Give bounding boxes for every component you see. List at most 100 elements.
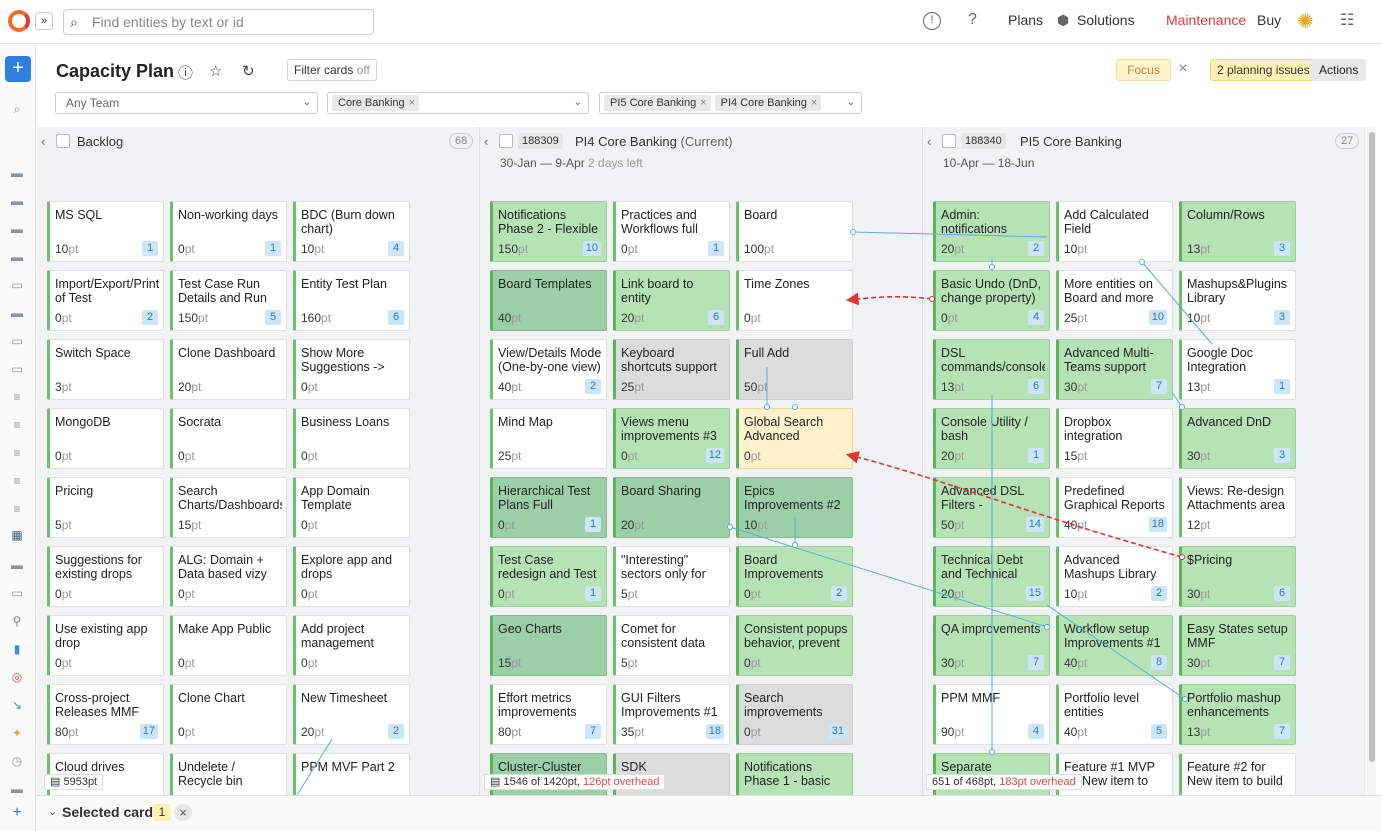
feature-card[interactable]: Show More Suggestions -> Sub 0pt — [293, 339, 410, 400]
add-entity-button[interactable]: + — [5, 56, 31, 82]
feature-card[interactable]: Undelete / Recycle bin — [170, 753, 287, 795]
buy-link[interactable]: Buy — [1257, 12, 1282, 28]
feature-card[interactable]: Explore app and drops 0pt — [293, 546, 410, 607]
clock-icon[interactable]: ◷ — [11, 754, 23, 768]
info-icon[interactable]: ⓘ — [178, 65, 194, 82]
focus-button[interactable]: Focus — [1116, 59, 1171, 81]
planning-issues-badge[interactable]: 2 planning issues — [1210, 59, 1317, 81]
feature-card[interactable]: Cross-project Releases MMF 80pt 17 — [47, 684, 164, 745]
feature-card[interactable]: Full Add 50pt — [736, 339, 853, 400]
list-icon[interactable]: ≡ — [13, 446, 21, 460]
feature-card[interactable]: Search Charts/Dashboards 15pt — [170, 477, 287, 538]
feature-card[interactable]: Notifications Phase 2 - Flexible setting… — [490, 201, 607, 262]
feature-card[interactable]: Advanced Mashups Library 10pt 2 — [1056, 546, 1173, 607]
feature-card[interactable]: QA improvements 30pt 7 — [933, 615, 1050, 676]
feature-card[interactable]: Make App Public 0pt — [170, 615, 287, 676]
collapse-column-icon[interactable]: ‹ — [927, 134, 932, 149]
feature-card[interactable]: Time Zones 0pt — [736, 270, 853, 331]
release-id[interactable]: 188340 — [961, 133, 1006, 149]
star-icon[interactable]: ☆ — [209, 63, 223, 80]
folder-icon[interactable]: ▬ — [11, 306, 23, 320]
project-tag[interactable]: Core Banking × — [332, 95, 420, 111]
add-icon[interactable]: + — [12, 804, 22, 821]
target-icon[interactable]: ◎ — [11, 670, 23, 684]
project-select[interactable]: Core Banking × ⌄ — [327, 92, 589, 114]
folder-open-icon[interactable]: ▭ — [11, 278, 23, 292]
feature-card[interactable]: Practices and Workflows full 0pt 1 — [613, 201, 730, 262]
feature-card[interactable]: Import/Export/Print of Test Steps/Cases 0… — [47, 270, 164, 331]
feature-card[interactable]: Board Templates 40pt — [490, 270, 607, 331]
link-endpoint[interactable] — [989, 264, 995, 270]
feature-card[interactable]: PPM MVF Part 2 — [293, 753, 410, 795]
settings-sliders-icon[interactable]: ☷ — [1340, 12, 1355, 29]
release-tag[interactable]: PI5 Core Banking × — [604, 95, 711, 111]
feature-card[interactable]: Portfolio mashup enhancements 13pt 7 — [1179, 684, 1296, 745]
feature-card[interactable]: Switch Space 3pt — [47, 339, 164, 400]
feature-card[interactable]: Suggestions for existing drops 0pt — [47, 546, 164, 607]
feature-card[interactable]: Google Doc Integration 13pt 1 — [1179, 339, 1296, 400]
clock-icon[interactable]: ! — [923, 12, 941, 30]
list-icon[interactable]: ≡ — [13, 474, 21, 488]
folder-open-icon[interactable]: ▭ — [11, 334, 23, 348]
feature-card[interactable]: Add Calculated Field 10pt — [1056, 201, 1173, 262]
feature-card[interactable]: Feature #2 for New item to build — [1179, 753, 1296, 795]
feature-card[interactable]: Consistent popups behavior, prevent 0pt — [736, 615, 853, 676]
list-indent-icon[interactable]: ≡ — [13, 418, 21, 432]
feature-card[interactable]: Test Case Run Details and Run 150pt 5 — [170, 270, 287, 331]
feature-card[interactable]: Advanced Multi-Teams support 30pt 7 — [1056, 339, 1173, 400]
list-icon[interactable]: ≡ — [13, 502, 21, 516]
feature-card[interactable]: Board Improvements 0pt 2 — [736, 546, 853, 607]
help-icon[interactable]: ? — [968, 11, 977, 28]
folder-icon[interactable]: ▬ — [11, 194, 23, 208]
board-icon[interactable]: ▦ — [11, 528, 23, 542]
feature-card[interactable]: Portfolio level entities 40pt 5 — [1056, 684, 1173, 745]
release-id[interactable]: 188309 — [518, 133, 563, 149]
feature-card[interactable]: Board Sharing 20pt — [613, 477, 730, 538]
feature-card[interactable]: Search improvements 0pt 31 — [736, 684, 853, 745]
feature-card[interactable]: PPM MMF 90pt 4 — [933, 684, 1050, 745]
feature-card[interactable]: Mind Map 25pt — [490, 408, 607, 469]
solutions-link[interactable]: Solutions — [1077, 12, 1135, 28]
feature-card[interactable]: App Domain Template 0pt — [293, 477, 410, 538]
feature-card[interactable]: Basic Undo (DnD, change property) 0pt 4 — [933, 270, 1050, 331]
app-logo-icon[interactable] — [8, 10, 30, 32]
feature-card[interactable]: Non-working days 0pt 1 — [170, 201, 287, 262]
plans-link[interactable]: Plans — [1008, 12, 1044, 28]
lightbulb-icon[interactable]: ✦ — [11, 726, 23, 740]
feature-card[interactable]: Advanced DSL Filters - 50pt 14 — [933, 477, 1050, 538]
folder-open-icon[interactable]: ▭ — [11, 586, 23, 600]
feature-card[interactable]: Workflow setup Improvements #1 40pt 8 — [1056, 615, 1173, 676]
folder-open-icon[interactable]: ▭ — [11, 362, 23, 376]
feature-card[interactable]: Clone Dashboard 20pt — [170, 339, 287, 400]
scrollbar-thumb[interactable] — [1369, 132, 1375, 762]
release-select[interactable]: PI5 Core Banking × PI4 Core Banking × ⌄ — [599, 92, 862, 114]
feature-card[interactable]: Socrata 0pt — [170, 408, 287, 469]
team-select[interactable]: Any Team ⌄ — [55, 92, 318, 114]
feature-card[interactable]: Dropbox integration 15pt — [1056, 408, 1173, 469]
feature-card[interactable]: More entities on Board and more 25pt 10 — [1056, 270, 1173, 331]
feature-card[interactable]: Use existing app drop 0pt — [47, 615, 164, 676]
maintenance-link[interactable]: Maintenance — [1166, 12, 1247, 28]
clear-selection-icon[interactable]: × — [174, 804, 192, 821]
feature-card[interactable]: Advanced DnD 30pt 3 — [1179, 408, 1296, 469]
user-avatar-icon[interactable]: ✺ — [1297, 11, 1314, 33]
feature-card[interactable]: Pricing 5pt — [47, 477, 164, 538]
feature-card[interactable]: GUI Filters Improvements #1 35pt 18 — [613, 684, 730, 745]
remove-tag-icon[interactable]: × — [700, 97, 707, 109]
feature-card[interactable]: Comet for consistent data 5pt — [613, 615, 730, 676]
feature-card[interactable]: View/Details Mode (One-by-one view) 40pt 2 — [490, 339, 607, 400]
folder-icon[interactable]: ▬ — [11, 166, 23, 180]
feature-card[interactable]: Console Utility / bash 20pt 1 — [933, 408, 1050, 469]
feature-card[interactable]: BDC (Burn down chart) 10pt 4 — [293, 201, 410, 262]
search-input[interactable] — [92, 13, 367, 31]
feature-card[interactable]: Mashups&Plugins Library 10pt 3 — [1179, 270, 1296, 331]
feature-card[interactable]: Effort metrics improvements 80pt 7 — [490, 684, 607, 745]
global-search[interactable]: ⌕ — [63, 9, 374, 35]
folder-icon[interactable]: ▬ — [11, 782, 23, 796]
search-icon[interactable]: ⌕ — [13, 102, 21, 116]
feature-card[interactable]: Views menu improvements #3 0pt 12 — [613, 408, 730, 469]
folder-icon[interactable]: ▬ — [11, 558, 23, 572]
chevron-down-icon[interactable]: ⌄ — [48, 806, 58, 818]
select-column-checkbox[interactable] — [56, 134, 70, 148]
folder-icon[interactable]: ▬ — [11, 250, 23, 264]
